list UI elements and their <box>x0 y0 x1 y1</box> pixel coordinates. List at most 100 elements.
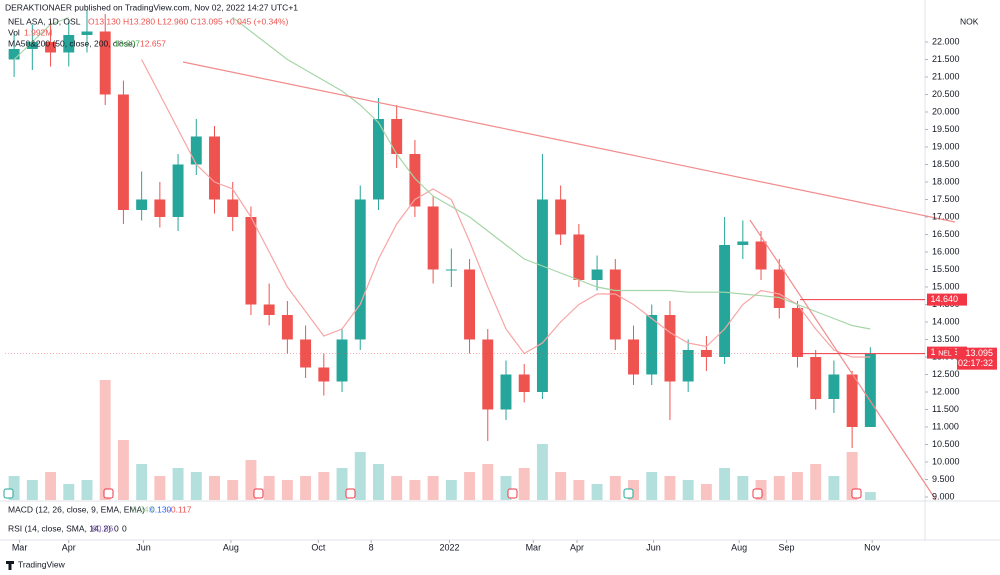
y-tick-label: 9.500 <box>932 474 955 484</box>
x-tick-label: Mar <box>526 542 542 552</box>
y-tick-label: 10.000 <box>932 456 960 466</box>
volume-bar <box>409 480 421 500</box>
earnings-marker <box>3 488 14 499</box>
volume-bar <box>700 484 712 500</box>
candle-body <box>864 353 876 427</box>
candle-body <box>81 31 93 35</box>
x-tick-label: Apr <box>62 542 76 552</box>
volume-bar <box>846 452 858 500</box>
countdown: 02:17:32 <box>958 358 993 368</box>
volume-bar <box>190 472 202 500</box>
volume-bar <box>609 476 621 500</box>
candle-body <box>609 269 621 340</box>
candle-body <box>755 241 767 270</box>
rsi-value: 0 <box>122 523 127 533</box>
x-tick-label: Sep <box>779 542 795 552</box>
y-tick-label: 19.500 <box>932 124 960 134</box>
last-price-symbol: NEL <box>938 351 952 358</box>
y-tick-label: 22.000 <box>932 36 960 46</box>
volume-bar <box>117 440 129 500</box>
y-tick-label: 9.000 <box>932 491 955 501</box>
y-tick-label: 12.000 <box>932 386 960 396</box>
volume-bar <box>828 476 840 500</box>
y-tick-label: 14.000 <box>932 316 960 326</box>
x-tick-label: Jun <box>646 542 661 552</box>
candle-body <box>318 367 330 382</box>
earnings-marker <box>507 488 518 499</box>
volume-bar <box>8 476 20 500</box>
candle-body <box>482 339 494 410</box>
candle-body <box>209 136 220 200</box>
earnings-marker <box>752 488 763 499</box>
volume-bar <box>336 468 348 500</box>
ma-name: MA50&200 (50, close, 200, close) <box>8 38 136 48</box>
volume-bar <box>263 476 275 500</box>
volume-value: 1.992M <box>24 27 52 37</box>
last-price-box <box>957 347 997 370</box>
candle-body <box>664 314 676 382</box>
macd-name: MACD (12, 26, close, 9, EMA, EMA) <box>8 504 145 514</box>
y-tick-label: 17.500 <box>932 194 960 204</box>
volume-bar <box>810 464 822 500</box>
earnings-marker <box>345 488 356 499</box>
volume-bar <box>664 476 676 500</box>
candle-body <box>628 339 639 375</box>
ma-value: 12.657 <box>140 38 166 48</box>
trend-line <box>749 219 937 501</box>
volume-bar <box>773 476 785 500</box>
volume-bar <box>518 468 530 500</box>
candle-body <box>172 164 184 217</box>
volume-bar <box>99 380 111 500</box>
moving-average <box>141 59 871 358</box>
volume-bar <box>482 464 494 500</box>
footer: TradingView <box>18 559 66 569</box>
y-tick-label: 21.000 <box>932 71 960 81</box>
volume-bar <box>245 460 257 500</box>
volume-bar <box>427 476 439 500</box>
candle-body <box>500 374 512 410</box>
x-tick-label: Aug <box>731 542 747 552</box>
x-tick-label: Jun <box>136 542 151 552</box>
volume-bar <box>591 484 603 500</box>
volume-bar <box>536 444 548 500</box>
candle-body <box>336 339 348 382</box>
candle-body <box>810 356 822 399</box>
volume-bar <box>300 476 312 500</box>
volume-bar <box>792 472 803 500</box>
volume-bar <box>281 480 293 500</box>
y-tick-label: 20.000 <box>932 106 960 116</box>
candle-body <box>682 349 694 382</box>
volume-bar <box>227 480 239 500</box>
candle-body <box>445 269 457 271</box>
y-tick-label: 11.500 <box>932 404 959 414</box>
volume-bar <box>81 480 93 500</box>
earnings-marker <box>851 488 862 499</box>
currency: NOK <box>960 16 979 26</box>
volume-bar <box>555 472 567 500</box>
candle-body <box>373 118 384 200</box>
ohlc-values: O13.130 H13.280 L12.960 C13.095 +0.045 (… <box>88 16 289 26</box>
volume-bar <box>26 480 38 500</box>
y-tick-label: 16.500 <box>932 229 960 239</box>
earnings-marker <box>103 488 114 499</box>
volume-bar <box>172 468 184 500</box>
volume-bar <box>682 480 694 500</box>
volume-bar <box>737 476 749 500</box>
volume-bar <box>628 480 639 500</box>
volume-bar <box>864 492 876 500</box>
candle-body <box>555 199 567 235</box>
x-tick-label: Nov <box>864 542 881 552</box>
volume-bar <box>573 480 585 500</box>
x-tick-label: Mar <box>12 542 28 552</box>
candle-body <box>263 304 275 315</box>
candle-body <box>99 31 111 95</box>
y-tick-label: 15.500 <box>932 264 960 274</box>
logo <box>6 561 14 570</box>
y-tick-label: 18.500 <box>932 159 960 169</box>
candle-body <box>63 34 75 53</box>
candle-body <box>354 199 366 340</box>
macd-value: -0.117 <box>168 504 192 514</box>
candle-body <box>700 349 712 357</box>
rsi-value: 60.86 <box>92 523 114 533</box>
